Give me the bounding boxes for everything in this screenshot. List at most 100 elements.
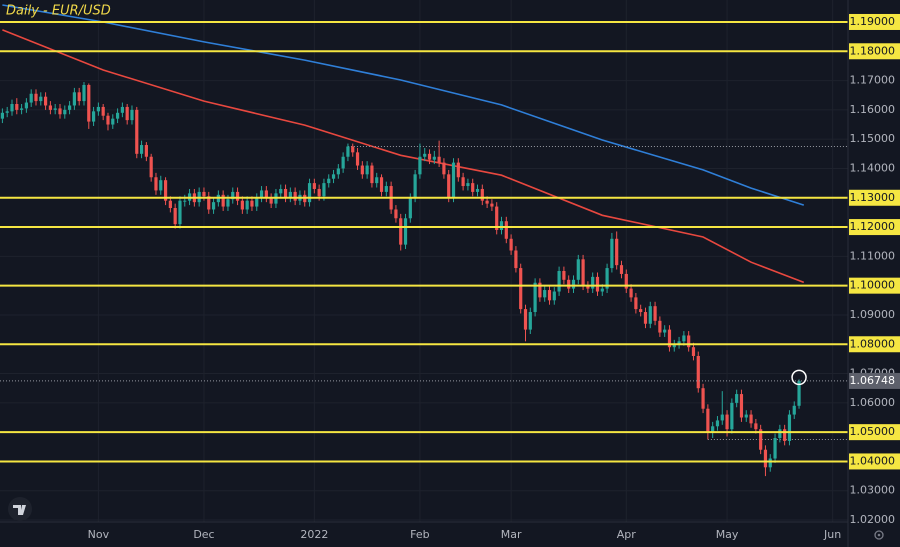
candle-body [696,355,700,389]
candle-body [624,273,628,289]
candle-body [715,420,720,427]
candle-body [365,165,369,175]
level-label-bg [849,43,900,60]
candle-body [351,146,355,153]
candle-body [322,183,326,197]
candle-body [149,156,153,178]
settings-icon[interactable] [874,530,884,540]
candle-body [533,282,537,313]
candle-body [485,200,489,204]
y-tick-label: 1.02000 [850,513,896,526]
y-tick-label: 1.08000 [850,337,896,350]
candle-body [418,156,422,175]
candle-body [557,271,561,292]
candle-body [53,108,57,110]
candle-body [255,197,259,207]
candle-body [336,168,340,175]
y-tick-label: 1.03000 [850,484,896,497]
candle-body [144,145,148,157]
candle-body [375,177,379,184]
candle-body [499,221,504,230]
candle-body [619,265,624,274]
y-tick-label: 1.13000 [850,191,896,204]
candle-body [658,320,662,333]
candle-body [221,194,225,207]
x-tick-label: Nov [88,528,110,541]
candle-body [43,96,48,106]
candle-body [778,429,782,439]
candle-body [519,268,523,310]
candle-body [91,111,96,122]
level-label-bg [849,13,900,30]
candle-body [250,200,254,207]
candle-body [24,102,28,109]
y-tick-label: 1.19000 [850,15,896,28]
candle-body [163,180,168,201]
candle-body [730,402,734,430]
candle-body [207,196,211,210]
last-price-bg [849,372,900,389]
y-tick-label: 1.05000 [850,425,896,438]
candle-body [293,191,297,201]
x-tick-label: May [716,528,739,541]
candle-body [567,279,571,289]
y-tick-label: 1.09000 [850,308,896,321]
candle-body [48,105,52,110]
candle-body [591,276,595,289]
candle-body [672,344,676,348]
candle-body [341,156,345,169]
candle-body [639,309,643,313]
candle-body [379,177,384,192]
candle-body [19,108,24,110]
candle-body [629,288,633,298]
candle-body [384,186,388,192]
candle-body [711,426,715,433]
candle-body [408,197,412,219]
candle-body [543,290,547,298]
candle-body [312,183,316,189]
candle-body [87,84,91,122]
y-tick-label: 1.15000 [850,132,896,145]
y-tick-label: 1.06000 [850,396,896,409]
candle-body [643,312,648,324]
candle-body [125,106,129,121]
candle-body [5,111,9,113]
candle-body [490,203,494,207]
candle-body [82,84,86,102]
candle-body [283,188,288,198]
candle-body [461,177,465,187]
candle-body [58,108,62,115]
candle-body [701,388,705,409]
candle-body [471,183,475,192]
candle-body [120,106,124,113]
candle-body [346,146,350,157]
candle-body [403,218,408,245]
candle-body [653,306,657,321]
level-label-bg [849,336,900,353]
candle-body [10,104,14,112]
candle-body [288,191,292,198]
candle-body [269,197,273,204]
candle-body [739,394,744,418]
candle-body [576,259,580,280]
y-tick-label: 1.17000 [850,74,896,87]
candle-body [466,183,470,187]
candle-body [792,405,796,415]
x-tick-label: Dec [193,528,214,541]
candle-body [648,306,652,324]
highlight-circle [791,369,807,386]
candle-body [168,200,172,209]
candle-body [610,238,614,269]
candle-body [202,191,206,197]
candle-body [178,200,182,225]
candle-body [0,112,4,119]
candle-body [231,191,235,200]
moving-average-line [2,4,805,206]
candle-body [427,153,432,160]
chart-title: Daily - EUR/USD [6,4,111,19]
candle-body [759,429,763,450]
candle-body [677,341,681,345]
candle-body [399,218,403,245]
candle-body [763,449,768,468]
candle-body [495,206,499,230]
